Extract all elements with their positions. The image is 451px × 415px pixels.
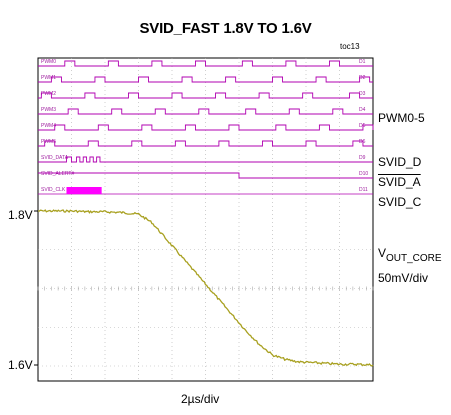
chart-title: SVID_FAST 1.8V TO 1.6V: [139, 20, 312, 37]
trace-channel: D3: [359, 91, 366, 97]
trace-label: SVID_CLK: [41, 187, 66, 193]
y-label-bottom: 1.6V: [8, 358, 33, 372]
vout-trace: [37, 209, 374, 367]
plot-frame: [37, 57, 374, 382]
trace-line: [38, 108, 373, 115]
trace-channel: D11: [359, 187, 368, 193]
trace-label: PWM0: [41, 59, 56, 65]
label-vout: VOUT_CORE: [378, 246, 442, 264]
label-svid-d: SVID_D: [378, 155, 422, 169]
trace-label: PWM5: [41, 139, 56, 145]
label-pwm: PWM0-5: [378, 111, 425, 125]
trace-label: PWM2: [41, 91, 56, 97]
y-label-top: 1.8V: [8, 208, 33, 222]
trace-channel: D5: [359, 123, 366, 129]
trace-line: [38, 124, 374, 131]
trace-line: [38, 60, 373, 67]
trace-label: PWM1: [41, 75, 56, 81]
label-vout-scale: 50mV/div: [378, 271, 429, 285]
trace-label: SVID_ALERT#: [41, 171, 74, 177]
figure-id: toc13: [340, 42, 360, 51]
trace-line: [38, 172, 373, 179]
label-vout-sub: OUT_CORE: [386, 253, 442, 264]
trace-channel: D10: [359, 171, 368, 177]
label-svid-a: SVID_A: [378, 175, 421, 189]
trace-label: PWM4: [41, 123, 56, 129]
trace-channel: D4: [359, 107, 366, 113]
trace-line: [38, 92, 373, 99]
trace-line: [38, 156, 373, 163]
trace-channel: D2: [359, 75, 366, 81]
trace-label: SVID_DATA: [41, 155, 69, 161]
trace-line: [38, 140, 373, 147]
trace-channel: D6: [359, 139, 366, 145]
svid-clk-burst: [66, 187, 102, 194]
label-vout-main: V: [378, 246, 387, 260]
trace-channel: D1: [359, 59, 366, 65]
x-scale-label: 2µs/div: [181, 392, 220, 406]
trace-channel: D9: [359, 155, 366, 161]
trace-line: [38, 76, 373, 83]
trace-label: PWM3: [41, 107, 56, 113]
label-svid-c: SVID_C: [378, 195, 422, 209]
